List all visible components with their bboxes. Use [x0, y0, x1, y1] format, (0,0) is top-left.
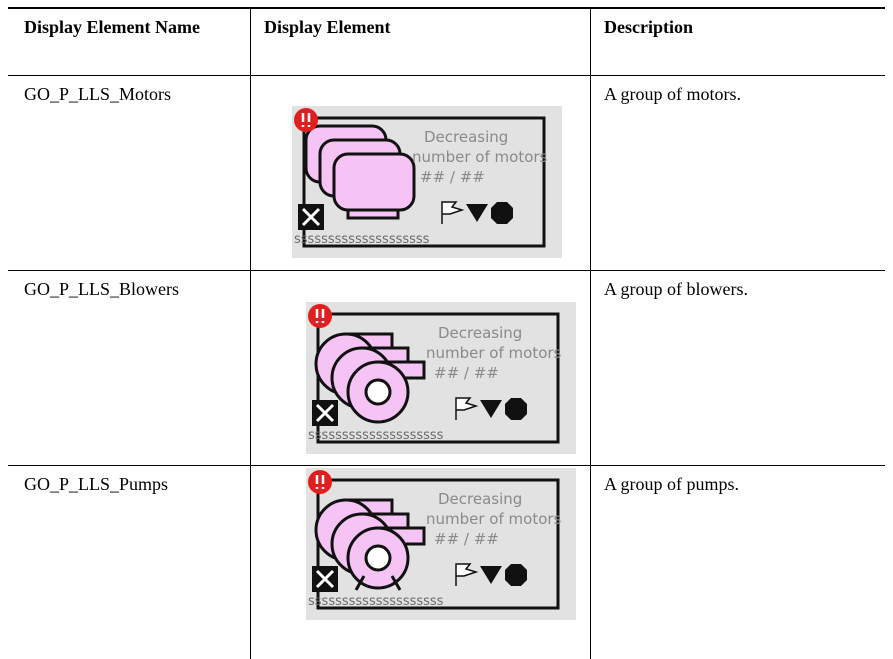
alarm-marks: [315, 475, 325, 489]
image-label: number of motors: [426, 344, 562, 362]
image-counts: ## / ##: [434, 530, 499, 548]
blower-hub: [364, 378, 392, 406]
display-element-image: Decreasing number of motors ## / ## sssssss…: [306, 302, 576, 454]
header-cell: Description: [604, 17, 693, 37]
mode-triangle: [480, 566, 502, 584]
column-border: [590, 8, 591, 659]
stop-octagon: [505, 564, 527, 586]
element-name: GO_P_LLS_Motors: [24, 84, 172, 104]
header-cell: Display Element: [264, 17, 391, 37]
alarm-badge: [308, 470, 332, 494]
flag-icon: [455, 397, 479, 420]
pump-feet: [354, 575, 402, 591]
row-border: [8, 270, 885, 271]
stop-octagon: [505, 398, 527, 420]
flag-icon: [441, 201, 465, 224]
stop-octagon: [491, 202, 513, 224]
description: A group of blowers.: [604, 279, 748, 299]
bypass-x: [301, 207, 321, 227]
column-border: [250, 8, 251, 659]
description: A group of pumps.: [604, 474, 739, 494]
bypass-x: [315, 403, 335, 423]
mode-triangle: [466, 204, 488, 222]
alarm-marks: [315, 309, 325, 323]
row-border: [8, 75, 885, 76]
alarm-badge: [308, 304, 332, 328]
table-top-border: [8, 7, 885, 9]
bypass-x: [315, 569, 335, 589]
display-element-image: Decreasing number of motors ## / ## sssssss…: [306, 468, 576, 620]
mode-triangle: [480, 400, 502, 418]
alarm-badge: [294, 108, 318, 132]
motor-base: [346, 208, 400, 220]
header-cell: Display Element Name: [24, 17, 200, 37]
alarm-marks: [301, 113, 311, 127]
object-frame: [302, 116, 546, 248]
image-label: number of motors: [412, 148, 548, 166]
image-label: Decreasing: [438, 324, 522, 342]
flag-icon: [455, 563, 479, 586]
element-name: GO_P_LLS_Blowers: [24, 279, 180, 299]
row-border: [8, 465, 885, 466]
image-tag: ssssssssssssssssssss: [308, 594, 444, 609]
image-label: Decreasing: [438, 490, 522, 508]
blower-hub: [364, 544, 392, 572]
image-tag: ssssssssssssssssssss: [294, 232, 430, 247]
display-element-image: Decreasing number of motors ## / ## sssssss…: [292, 106, 562, 258]
motor-body: [332, 152, 416, 212]
image-label: Decreasing: [424, 128, 508, 146]
image-counts: ## / ##: [434, 364, 499, 382]
image-label: number of motors: [426, 510, 562, 528]
element-name: GO_P_LLS_Pumps: [24, 474, 169, 494]
image-counts: ## / ##: [420, 168, 485, 186]
description: A group of motors.: [604, 84, 741, 104]
image-tag: ssssssssssssssssssss: [308, 428, 444, 443]
